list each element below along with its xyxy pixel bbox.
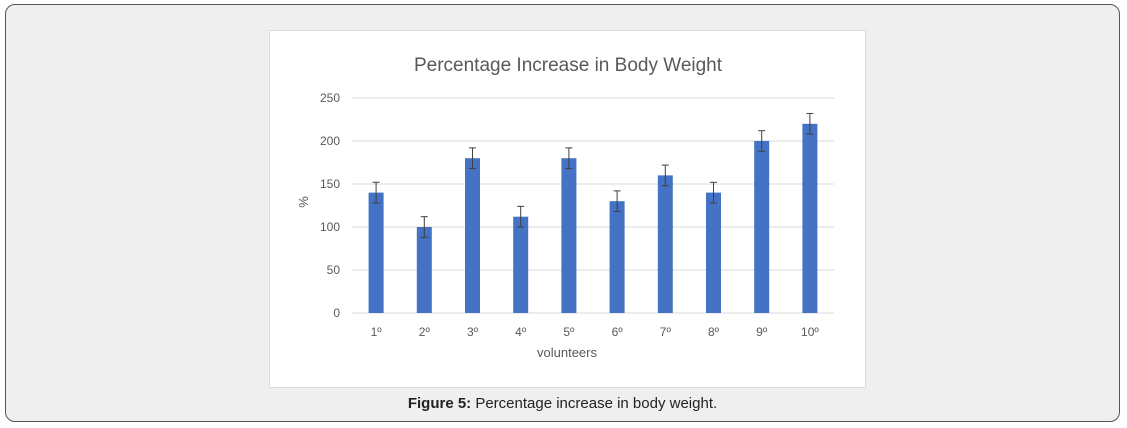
x-axis-label: volunteers (537, 345, 597, 360)
y-tick-label: 150 (320, 177, 340, 191)
x-tick-label: 5º (563, 325, 575, 339)
error-bar (710, 181, 717, 204)
gridlines (352, 97, 834, 314)
y-tick-label: 200 (320, 134, 340, 148)
x-tick-label: 10º (801, 325, 819, 339)
x-tick-label: 2º (419, 325, 431, 339)
y-tick-label: 0 (333, 306, 340, 320)
y-tick-label: 250 (320, 91, 340, 105)
chart-title: Percentage Increase in Body Weight (414, 55, 723, 76)
error-bar (661, 164, 669, 187)
bar (802, 123, 818, 313)
bar (513, 216, 529, 313)
error-bar (372, 181, 380, 204)
y-tick-label: 50 (327, 263, 341, 277)
bar (416, 227, 432, 313)
caption-label: Figure 5: (407, 395, 472, 412)
bar (465, 158, 480, 313)
x-tick-label: 7º (660, 325, 672, 339)
x-tick-label: 1º (371, 325, 383, 339)
error-bar (517, 205, 525, 228)
x-axis-ticks: 1º 2º 3º 4º 5º 6º 7º 8º 9º 10º (371, 325, 820, 339)
caption-text: Percentage increase in body weight. (471, 395, 718, 412)
error-bar (565, 147, 573, 170)
chart-panel: Percentage Increase in Body Weight 0 50 10… (269, 30, 866, 388)
x-tick-label: 4º (515, 325, 527, 339)
bar (609, 201, 625, 313)
x-tick-label: 3º (467, 325, 479, 339)
x-tick-label: 8º (708, 325, 720, 339)
y-axis-ticks: 0 50 100 150 200 250 (320, 91, 340, 320)
bar (706, 192, 721, 313)
bar (657, 175, 673, 313)
bar-chart: Percentage Increase in Body Weight 0 50 10… (296, 55, 834, 360)
error-bar (420, 216, 428, 238)
figure-caption: Figure 5: Percentage increase in body we… (6, 395, 1119, 412)
error-bar (613, 190, 621, 213)
error-bars (372, 112, 814, 238)
bar (368, 192, 384, 313)
bar (561, 158, 577, 313)
y-axis-label: % (296, 196, 311, 208)
x-tick-label: 6º (612, 325, 624, 339)
error-bar (806, 112, 814, 135)
x-tick-label: 9º (756, 325, 768, 339)
bar (754, 141, 770, 313)
error-bar (469, 147, 476, 170)
bars (368, 123, 818, 313)
error-bar (758, 130, 766, 152)
figure-frame: Percentage Increase in Body Weight 0 50 10… (5, 4, 1120, 422)
y-tick-label: 100 (320, 220, 340, 234)
